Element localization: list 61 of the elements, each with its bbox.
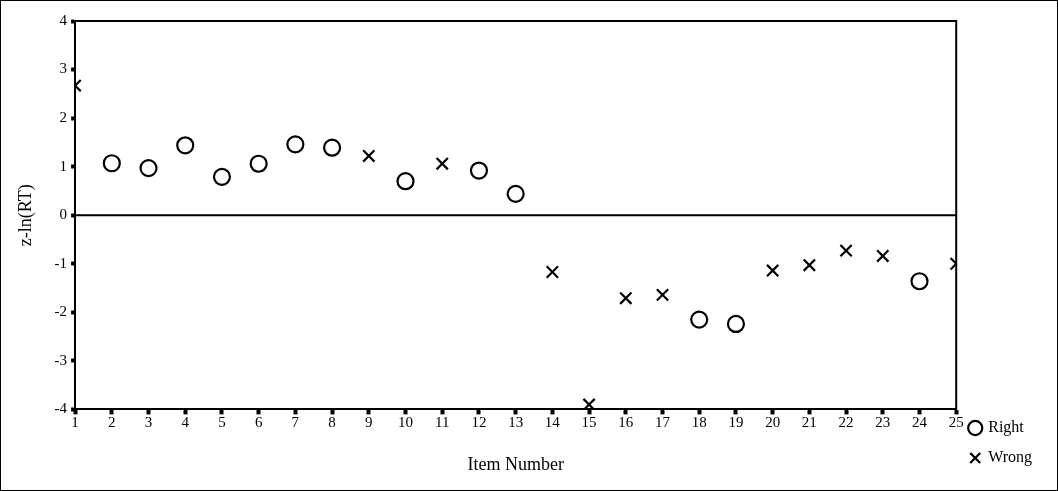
y-tick-label: -4 xyxy=(54,400,68,417)
point xyxy=(876,249,890,263)
point xyxy=(102,154,121,173)
point xyxy=(619,291,633,305)
y-tick-label: 3 xyxy=(59,60,68,77)
point xyxy=(469,161,489,180)
point xyxy=(139,159,158,178)
point xyxy=(802,258,817,272)
point xyxy=(655,288,670,302)
x-tick-label: 14 xyxy=(544,414,561,431)
x-tick-label: 22 xyxy=(838,414,854,431)
legend-label: Wrong xyxy=(988,448,1033,467)
x-tick-label: 15 xyxy=(581,414,597,431)
x-axis-title: Item Number xyxy=(467,453,564,474)
y-tick-label: -1 xyxy=(54,254,68,271)
point xyxy=(910,272,929,291)
x-tick-label: 20 xyxy=(765,414,781,431)
point xyxy=(176,136,195,155)
x-tick-label: 10 xyxy=(398,414,414,431)
x-tick-label: 8 xyxy=(328,414,336,431)
x-tick-label: 13 xyxy=(508,414,524,431)
y-tick-label: 0 xyxy=(59,206,68,223)
point xyxy=(506,184,525,203)
point xyxy=(690,310,709,329)
y-axis-title: z-ln(RT) xyxy=(14,184,36,247)
x-tick-label: 5 xyxy=(218,414,226,431)
x-tick-label: 25 xyxy=(948,414,964,431)
y-tick-label: 1 xyxy=(59,157,68,174)
x-tick-label: 6 xyxy=(254,414,263,431)
x-tick-label: 16 xyxy=(618,414,634,431)
point xyxy=(435,156,449,171)
point xyxy=(582,397,596,410)
y-tick-label: -3 xyxy=(54,351,68,368)
point xyxy=(839,243,853,258)
point xyxy=(765,263,780,278)
point xyxy=(396,172,415,191)
x-tick-label: 11 xyxy=(435,414,450,431)
point xyxy=(322,138,342,157)
x-tick-label: 19 xyxy=(728,414,744,431)
x-tick-label: 3 xyxy=(144,414,153,431)
x-tick-label: 7 xyxy=(291,414,300,431)
x-tick-label: 23 xyxy=(875,414,891,431)
y-tick-label: -2 xyxy=(54,303,68,320)
x-tick-label: 18 xyxy=(691,414,707,431)
point xyxy=(362,149,376,163)
y-tick-label: 4 xyxy=(59,11,68,28)
point xyxy=(286,135,305,154)
point xyxy=(249,154,268,173)
x-tick-label: 2 xyxy=(108,414,116,431)
x-tick-label: 21 xyxy=(801,414,817,431)
x-tick-label: 4 xyxy=(181,414,190,431)
point xyxy=(545,265,560,279)
x-tick-label: 1 xyxy=(71,414,79,431)
legend-label: Right xyxy=(988,418,1025,437)
x-tick-label: 12 xyxy=(471,414,487,431)
x-tick-label: 17 xyxy=(655,414,671,431)
y-tick-label: 2 xyxy=(59,109,68,126)
x-tick-label: 9 xyxy=(365,414,373,431)
point xyxy=(212,167,232,186)
point xyxy=(726,314,746,334)
x-tick-label: 24 xyxy=(912,414,928,431)
